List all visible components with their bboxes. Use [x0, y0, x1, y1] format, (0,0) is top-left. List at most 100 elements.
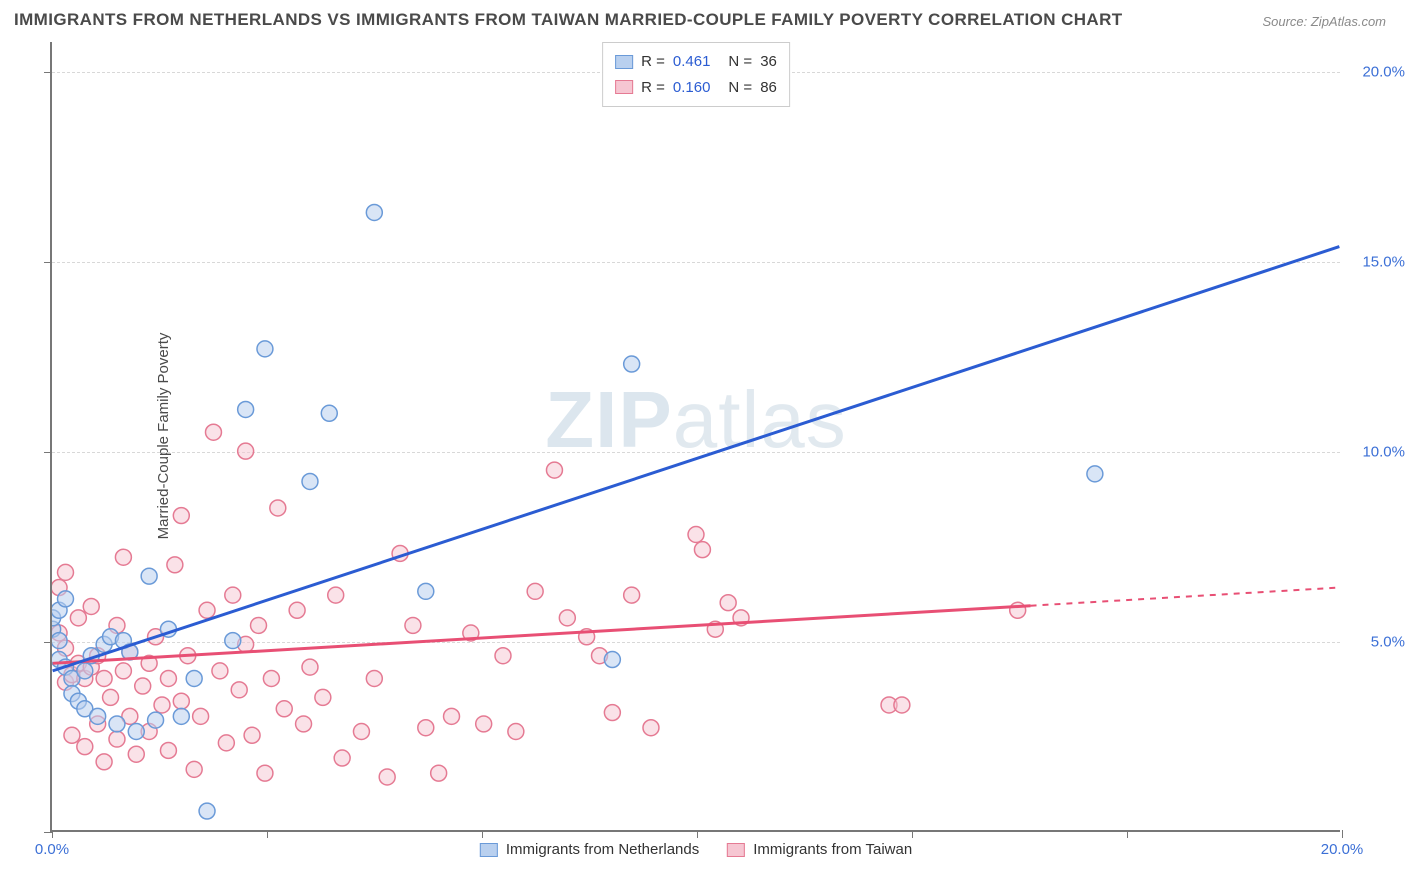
- scatter-point-taiwan: [251, 617, 267, 633]
- scatter-point-netherlands: [604, 652, 620, 668]
- n-value-netherlands: 36: [760, 49, 777, 75]
- legend-item-taiwan: Immigrants from Taiwan: [727, 841, 912, 858]
- scatter-point-taiwan: [70, 610, 86, 626]
- y-tick-mark: [44, 642, 52, 643]
- y-tick-mark: [44, 452, 52, 453]
- y-tick-label: 15.0%: [1362, 254, 1405, 271]
- scatter-point-taiwan: [328, 587, 344, 603]
- scatter-point-taiwan: [193, 708, 209, 724]
- scatter-point-taiwan: [58, 564, 74, 580]
- scatter-point-taiwan: [444, 708, 460, 724]
- scatter-point-taiwan: [96, 670, 112, 686]
- scatter-point-taiwan: [167, 557, 183, 573]
- scatter-point-taiwan: [546, 462, 562, 478]
- scatter-point-taiwan: [353, 724, 369, 740]
- legend-item-netherlands: Immigrants from Netherlands: [480, 841, 699, 858]
- scatter-point-netherlands: [321, 405, 337, 421]
- scatter-point-taiwan: [154, 697, 170, 713]
- scatter-point-netherlands: [58, 591, 74, 607]
- scatter-point-taiwan: [128, 746, 144, 762]
- scatter-point-taiwan: [276, 701, 292, 717]
- scatter-point-netherlands: [238, 402, 254, 418]
- scatter-point-taiwan: [334, 750, 350, 766]
- scatter-point-netherlands: [173, 708, 189, 724]
- legend-label-taiwan: Immigrants from Taiwan: [753, 841, 912, 858]
- scatter-point-netherlands: [52, 633, 67, 649]
- scatter-point-taiwan: [476, 716, 492, 732]
- scatter-point-taiwan: [257, 765, 273, 781]
- scatter-point-taiwan: [244, 727, 260, 743]
- trendline-taiwan-dashed: [1031, 588, 1340, 606]
- x-tick-mark: [267, 830, 268, 838]
- scatter-point-netherlands: [418, 583, 434, 599]
- scatter-point-netherlands: [186, 670, 202, 686]
- n-label: N =: [728, 75, 752, 101]
- scatter-point-netherlands: [90, 708, 106, 724]
- y-tick-label: 20.0%: [1362, 64, 1405, 81]
- scatter-point-taiwan: [688, 527, 704, 543]
- scatter-point-taiwan: [604, 705, 620, 721]
- r-label: R =: [641, 75, 665, 101]
- scatter-point-taiwan: [508, 724, 524, 740]
- scatter-point-taiwan: [83, 599, 99, 615]
- scatter-point-taiwan: [225, 587, 241, 603]
- scatter-point-netherlands: [302, 473, 318, 489]
- scatter-point-taiwan: [379, 769, 395, 785]
- scatter-point-taiwan: [173, 508, 189, 524]
- chart-title: IMMIGRANTS FROM NETHERLANDS VS IMMIGRANT…: [14, 10, 1123, 30]
- scatter-point-taiwan: [231, 682, 247, 698]
- scatter-point-netherlands: [141, 568, 157, 584]
- scatter-point-taiwan: [160, 742, 176, 758]
- scatter-point-taiwan: [64, 727, 80, 743]
- scatter-point-netherlands: [225, 633, 241, 649]
- scatter-point-netherlands: [1087, 466, 1103, 482]
- y-tick-mark: [44, 72, 52, 73]
- x-tick-label: 0.0%: [35, 841, 69, 858]
- scatter-point-taiwan: [643, 720, 659, 736]
- scatter-point-taiwan: [624, 587, 640, 603]
- y-tick-label: 5.0%: [1371, 634, 1405, 651]
- scatter-point-taiwan: [199, 602, 215, 618]
- scatter-point-taiwan: [495, 648, 511, 664]
- swatch-netherlands: [615, 55, 633, 69]
- scatter-point-taiwan: [270, 500, 286, 516]
- scatter-point-taiwan: [720, 595, 736, 611]
- scatter-point-netherlands: [109, 716, 125, 732]
- scatter-point-taiwan: [160, 670, 176, 686]
- legend-label-netherlands: Immigrants from Netherlands: [506, 841, 699, 858]
- x-tick-mark: [1127, 830, 1128, 838]
- r-value-taiwan: 0.160: [673, 75, 711, 101]
- source-attribution: Source: ZipAtlas.com: [1262, 14, 1386, 29]
- trendline-taiwan: [53, 606, 1031, 664]
- scatter-point-taiwan: [205, 424, 221, 440]
- legend-row-taiwan: R = 0.160 N = 86: [615, 75, 777, 101]
- swatch-taiwan: [727, 843, 745, 857]
- scatter-point-taiwan: [315, 689, 331, 705]
- scatter-point-taiwan: [96, 754, 112, 770]
- scatter-point-taiwan: [302, 659, 318, 675]
- y-tick-mark: [44, 262, 52, 263]
- legend-correlation-box: R = 0.461 N = 36 R = 0.160 N = 86: [602, 42, 790, 107]
- scatter-point-taiwan: [115, 663, 131, 679]
- x-tick-mark: [482, 830, 483, 838]
- scatter-plot-area: Married-Couple Family Poverty ZIPatlas R…: [50, 42, 1340, 832]
- n-value-taiwan: 86: [760, 75, 777, 101]
- scatter-point-netherlands: [199, 803, 215, 819]
- scatter-point-netherlands: [128, 724, 144, 740]
- scatter-point-taiwan: [212, 663, 228, 679]
- scatter-point-netherlands: [148, 712, 164, 728]
- scatter-point-taiwan: [103, 689, 119, 705]
- scatter-point-netherlands: [624, 356, 640, 372]
- scatter-point-netherlands: [366, 205, 382, 221]
- x-tick-mark: [697, 830, 698, 838]
- y-tick-mark: [44, 832, 52, 833]
- n-label: N =: [728, 49, 752, 75]
- scatter-point-taiwan: [296, 716, 312, 732]
- scatter-point-taiwan: [289, 602, 305, 618]
- scatter-point-taiwan: [694, 542, 710, 558]
- scatter-point-taiwan: [77, 739, 93, 755]
- scatter-point-taiwan: [173, 693, 189, 709]
- scatter-point-taiwan: [405, 617, 421, 633]
- scatter-point-taiwan: [527, 583, 543, 599]
- r-label: R =: [641, 49, 665, 75]
